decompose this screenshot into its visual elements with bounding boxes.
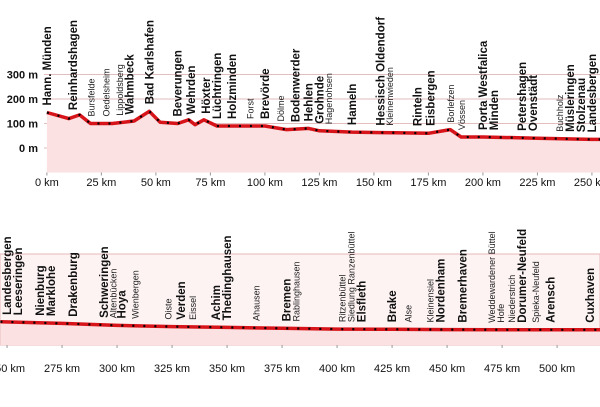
x-tick-label: 500 km (539, 363, 575, 375)
place-label: Hehlen (304, 83, 316, 121)
x-tick-label: 150 km (356, 177, 392, 189)
place-label: Ritzenbüttel (338, 275, 348, 323)
place-label: Eissel (188, 296, 198, 320)
place-label: Kleinenwieden (385, 67, 395, 126)
x-tick-label: 25 km (86, 177, 116, 189)
place-label: Elsfleth (356, 281, 368, 323)
place-label: Hagenohsen (324, 73, 334, 124)
x-tick-label: 425 km (374, 363, 410, 375)
x-tick-label: 300 km (99, 363, 135, 375)
place-label: Porta Westfalica (478, 40, 490, 130)
place-label: Lippoldsberg (115, 64, 125, 116)
place-label: Rinteln (413, 87, 425, 126)
place-label: Schweringen (99, 246, 111, 318)
place-label: Arensch (546, 277, 558, 323)
place-label: Dölme (276, 95, 286, 121)
x-tick-label: 475 km (484, 363, 520, 375)
x-tick-label: 350 km (209, 363, 245, 375)
x-tick-label: 100 km (247, 177, 283, 189)
x-tick-label: 225 km (519, 177, 555, 189)
x-tick-label: 50 km (141, 177, 171, 189)
place-label: Siedlung Ranzenbüttel (346, 232, 356, 323)
line-dots (46, 109, 600, 141)
x-tick-label: 175 km (410, 177, 446, 189)
place-label: Bremen (282, 279, 294, 322)
place-label: Brevörde (260, 69, 272, 120)
x-tick-label: 375 km (264, 363, 300, 375)
y-tick-label: 100 m (7, 119, 38, 131)
place-label: Niederstrich (507, 275, 517, 323)
x-tick-label: 325 km (154, 363, 190, 375)
x-tick-label: 200 km (465, 177, 501, 189)
place-label: Nienburg (35, 265, 47, 315)
place-label: Marklohe (46, 266, 58, 317)
place-label: Rablinghausen (291, 261, 301, 321)
place-label: Hessisch Oldendorf (376, 17, 388, 126)
x-tick-label: 450 km (429, 363, 465, 375)
x-tick-label: 75 km (195, 177, 225, 189)
place-label: Vössen (457, 100, 467, 130)
place-label: Hofe (496, 304, 506, 323)
line-dots (0, 320, 600, 331)
place-label: Bremerhaven (458, 249, 470, 323)
place-label: Hann. Münden (42, 26, 54, 105)
place-label: Spieka-Neufeld (531, 261, 541, 323)
x-tick-label: 250 km (574, 177, 600, 189)
place-label: Forst (246, 98, 256, 119)
place-label: Buchholz (555, 94, 565, 132)
place-label: Leeseringen (13, 247, 25, 315)
place-label: Eisbergen (426, 70, 438, 126)
x-tick-label: 0 km (35, 177, 59, 189)
place-label: Oiste (164, 298, 174, 319)
place-label: Wienbergen (131, 270, 141, 319)
place-label: Landesbergen (2, 236, 14, 315)
place-label: Altenbücken (109, 269, 119, 319)
place-label: Oedelsheim (102, 68, 112, 116)
place-label: Lüchtringen (212, 53, 224, 119)
y-tick-label: 200 m (7, 94, 38, 106)
place-label: Hoya (117, 290, 129, 319)
place-label: Nordenham (436, 259, 448, 323)
x-tick-label: 250 km (0, 363, 25, 375)
place-label: Brake (387, 290, 399, 322)
place-label: Beverungen (173, 50, 185, 116)
place-label: Alse (404, 305, 414, 323)
place-label: Borlefzen (446, 85, 456, 123)
place-label: Bad Karlshafen (144, 20, 156, 104)
place-label: Wehrden (186, 66, 198, 115)
place-label: Landesbergen (587, 54, 599, 133)
place-label: Grohnde (314, 76, 326, 124)
place-label: Müsleringen (565, 64, 577, 132)
place-label: Minden (489, 90, 501, 130)
place-label: Weddewardener Büttel (487, 231, 497, 322)
place-label: Höxter (201, 77, 213, 114)
place-label: Reinhardshagen (68, 20, 80, 110)
place-label: Drakenburg (68, 252, 80, 317)
place-label: Dorumer-Neufeld (517, 229, 529, 323)
y-tick-label: 0 m (19, 143, 38, 155)
place-label: Kleinensiel (426, 279, 436, 323)
x-tick-label: 400 km (319, 363, 355, 375)
x-tick-label: 275 km (44, 363, 80, 375)
y-tick-label: 300 m (7, 70, 38, 82)
place-label: Thedinghausen (222, 235, 234, 320)
place-label: Stolzenau (576, 78, 588, 132)
place-label: Bursfelde (87, 78, 97, 116)
place-label: Holzminden (227, 54, 239, 119)
place-label: Ahausen (252, 285, 262, 321)
place-label: Ovenstädt (528, 75, 540, 131)
place-label: Bodenwerder (290, 48, 302, 122)
place-label: Petershagen (517, 62, 529, 131)
x-tick-label: 125 km (301, 177, 337, 189)
place-label: Wahmbeck (125, 54, 137, 115)
place-label: Verden (176, 281, 188, 319)
place-label: Achim (211, 285, 223, 320)
place-label: Hameln (347, 84, 359, 126)
area (46, 111, 600, 173)
place-label: Cuxhaven (585, 268, 597, 323)
